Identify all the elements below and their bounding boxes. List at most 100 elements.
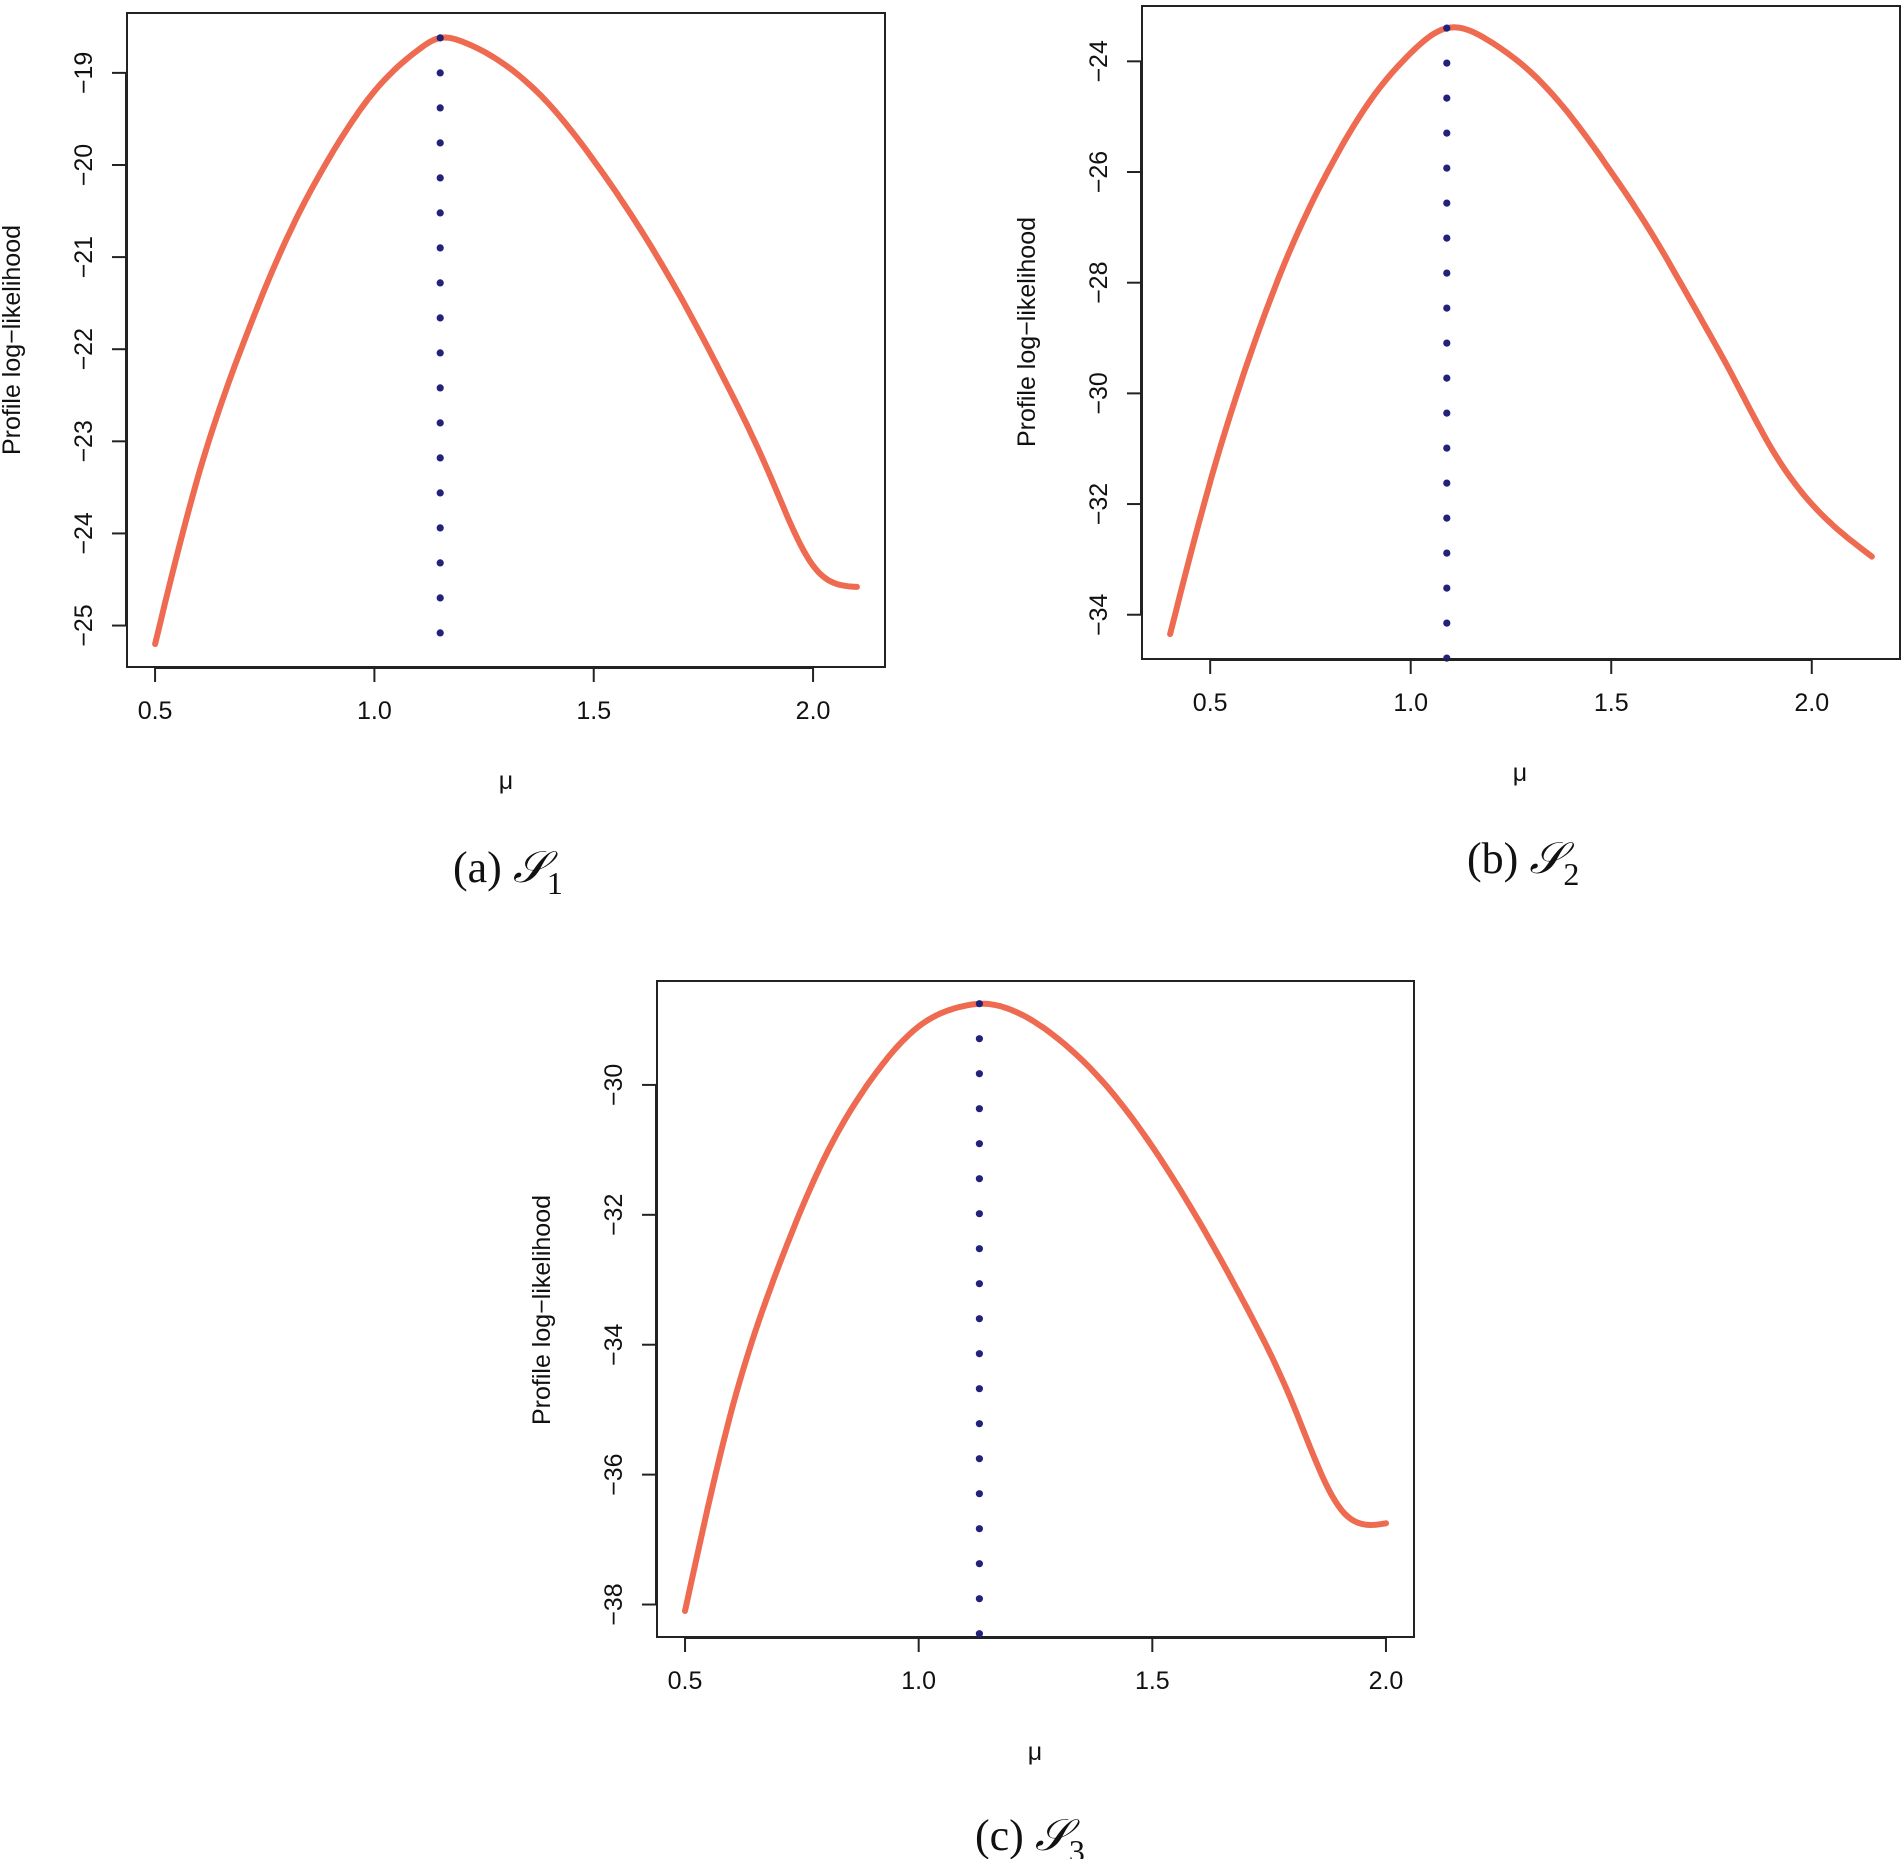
mle-dot xyxy=(436,34,444,42)
mle-dot xyxy=(436,629,444,637)
mle-dot xyxy=(436,139,444,147)
mle-dot xyxy=(1443,339,1451,347)
mle-dot xyxy=(975,1000,984,1008)
mle-dot xyxy=(1443,514,1451,522)
caption-subscript: 2 xyxy=(1563,856,1579,892)
caption-prefix: (b) xyxy=(1467,834,1529,883)
panel-caption: (a) 𝒮1 xyxy=(453,843,563,901)
x-tick-label: 2.0 xyxy=(796,697,831,725)
mle-dot xyxy=(975,1210,984,1218)
mle-dot xyxy=(436,244,444,252)
x-axis-label: μ xyxy=(1513,759,1527,787)
mle-dot xyxy=(436,454,444,462)
x-tick-label: 0.5 xyxy=(138,697,173,725)
x-tick-label: 1.0 xyxy=(357,697,392,725)
mle-dot xyxy=(436,349,444,357)
caption-prefix: (a) xyxy=(453,843,513,892)
mle-dot xyxy=(1443,24,1451,32)
mle-dot xyxy=(436,279,444,287)
y-tick-label: −36 xyxy=(600,1453,628,1495)
mle-dot xyxy=(975,1630,984,1638)
mle-dot xyxy=(436,69,444,77)
mle-dot xyxy=(1443,234,1451,242)
y-tick-label: −32 xyxy=(1085,483,1113,525)
y-tick-label: −38 xyxy=(600,1583,628,1625)
mle-dot xyxy=(436,594,444,602)
mle-dot xyxy=(436,419,444,427)
x-tick-label: 2.0 xyxy=(1369,1667,1404,1695)
y-axis-label: Profile log−likelihood xyxy=(0,225,26,455)
caption-prefix: (c) xyxy=(975,1811,1035,1859)
mle-dot xyxy=(975,1245,984,1253)
x-tick-label: 1.5 xyxy=(576,697,611,725)
mle-dot xyxy=(1443,129,1451,137)
mle-dot xyxy=(975,1140,984,1148)
mle-dot xyxy=(975,1560,984,1568)
y-axis-label: Profile log−likelihood xyxy=(528,1195,556,1425)
mle-dot xyxy=(436,209,444,217)
mle-dot xyxy=(975,1420,984,1428)
mle-dot xyxy=(1443,444,1451,452)
mle-dot xyxy=(436,314,444,322)
x-tick-label: 1.5 xyxy=(1594,689,1629,717)
mle-dot xyxy=(975,1490,984,1498)
mle-dot xyxy=(975,1280,984,1288)
mle-dot xyxy=(975,1595,984,1603)
mle-dot xyxy=(1443,199,1451,207)
y-tick-label: −28 xyxy=(1085,261,1113,303)
panel-b: 0.5 1.0 1.5 2.0 −34 −32 −30 −28 −26 −24 μ Profil… xyxy=(1013,5,1901,892)
panel-caption: (b) 𝒮2 xyxy=(1467,834,1579,892)
caption-subscript: 3 xyxy=(1069,1833,1085,1859)
profile-likelihood-curve xyxy=(682,1000,1389,1614)
mle-dot xyxy=(436,174,444,182)
mle-dot xyxy=(1443,59,1451,67)
mle-dot xyxy=(1443,374,1451,382)
y-tick-label: −19 xyxy=(70,52,98,94)
mle-dot xyxy=(975,1175,984,1183)
mle-dot xyxy=(975,1315,984,1323)
x-tick-label: 1.0 xyxy=(901,1667,936,1695)
y-tick-label: −32 xyxy=(600,1194,628,1236)
mle-dot xyxy=(1443,269,1451,277)
y-tick-label: −22 xyxy=(70,328,98,370)
mle-dot xyxy=(436,524,444,532)
mle-dot xyxy=(436,104,444,112)
mle-dot xyxy=(1443,549,1451,557)
mle-dot xyxy=(1443,409,1451,417)
mle-dot xyxy=(1443,584,1451,592)
y-tick-label: −24 xyxy=(1085,40,1113,83)
plot-frame xyxy=(656,980,1415,1638)
y-tick-label: −25 xyxy=(70,604,98,646)
panel-caption: (c) 𝒮3 xyxy=(975,1811,1085,1859)
mle-dot xyxy=(1443,164,1451,172)
x-tick-label: 0.5 xyxy=(668,1667,703,1695)
y-tick-label: −34 xyxy=(600,1323,628,1366)
caption-subscript: 1 xyxy=(547,865,563,901)
mle-dot xyxy=(975,1035,984,1043)
y-tick-label: −30 xyxy=(1085,372,1113,414)
y-tick-label: −30 xyxy=(600,1064,628,1106)
panel-c: 0.5 1.0 1.5 2.0 −38 −36 −34 −32 −30 μ Profile l… xyxy=(528,980,1415,1859)
y-tick-label: −23 xyxy=(70,420,98,462)
y-axis-label: Profile log−likelihood xyxy=(1013,217,1041,447)
mle-dot xyxy=(436,489,444,497)
mle-dot xyxy=(975,1525,984,1533)
mle-dot xyxy=(1443,94,1451,102)
mle-dot xyxy=(436,559,444,567)
panel-a: 0.5 1.0 1.5 2.0 −25 −24 −23 −22 −21 −20 −19 μ Pro… xyxy=(0,12,886,901)
mle-dot xyxy=(975,1385,984,1393)
x-axis-label: μ xyxy=(1028,1738,1042,1766)
x-tick-label: 1.5 xyxy=(1135,1667,1170,1695)
x-axis-label: μ xyxy=(499,767,513,795)
mle-dot xyxy=(975,1070,984,1078)
mle-dot xyxy=(1443,304,1451,312)
mle-dot xyxy=(1443,619,1451,627)
mle-dot xyxy=(1443,479,1451,487)
plot-frame xyxy=(126,12,886,668)
x-tick-label: 2.0 xyxy=(1794,689,1829,717)
mle-dot xyxy=(436,384,444,392)
profile-likelihood-curve xyxy=(152,34,860,647)
profile-likelihood-curve xyxy=(1167,24,1875,638)
y-tick-label: −24 xyxy=(70,512,98,555)
